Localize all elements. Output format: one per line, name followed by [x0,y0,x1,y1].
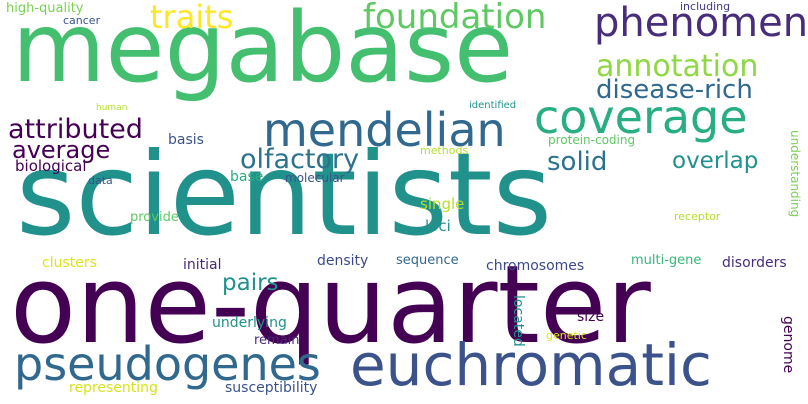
word-euchromatic: euchromatic [350,331,712,399]
word-located: located [510,295,526,347]
word-one-quarter: one-quarter [10,243,651,368]
word-attributed: attributed [8,114,143,145]
word-receptor: receptor [674,210,721,223]
word-identified: identified [469,100,517,111]
word-loci: loci [425,217,451,235]
word-olfactory: olfactory [240,144,360,175]
word-methods: methods [420,144,469,157]
word-size: size [577,309,605,325]
word-pairs: pairs [222,270,279,296]
word-clusters: clusters [42,255,97,271]
word-molecular: molecular [285,171,345,185]
word-underlying: underlying [212,315,287,331]
word-data: data [88,174,113,187]
word-single: single [420,195,465,213]
word-provide: provide [130,210,179,225]
word-phenomena: phenomena [594,0,808,46]
word-biological: biological [15,157,87,175]
word-mendelian: mendelian [263,103,506,157]
word-basis: basis [168,132,204,148]
word-coverage: coverage [534,90,748,144]
word-disorders: disorders [722,255,787,271]
word-including: including [680,0,731,13]
word-cancer: cancer [63,14,101,27]
word-high-quality: high-quality [6,1,84,16]
word-disease-rich: disease-rich [596,75,753,105]
word-density: density [317,253,369,269]
word-sequence: sequence [396,253,459,268]
word-remain: remain [254,333,300,348]
word-genome: genome [780,316,796,374]
word-scientists: scientists [16,128,552,261]
word-representing: representing [69,380,158,396]
word-genetic: genetic [546,329,587,342]
word-chromosomes: chromosomes [486,258,585,274]
word-average: average [12,136,111,164]
word-understanding: understanding [788,130,802,218]
word-susceptibility: susceptibility [225,380,318,396]
word-overlap: overlap [672,148,759,174]
word-initial: initial [183,257,222,273]
word-solid: solid [547,147,608,177]
word-pseudogenes: pseudogenes [14,337,321,391]
word-annotation: annotation [596,49,759,84]
word-human: human [96,103,128,113]
word-traits: traits [150,0,234,36]
word-foundation: foundation [363,0,547,37]
word-protein-coding: protein-coding [548,133,636,147]
word-base: base [230,169,264,185]
word-multi-gene: multi-gene [631,253,702,268]
word-megabase: megabase [12,0,514,104]
